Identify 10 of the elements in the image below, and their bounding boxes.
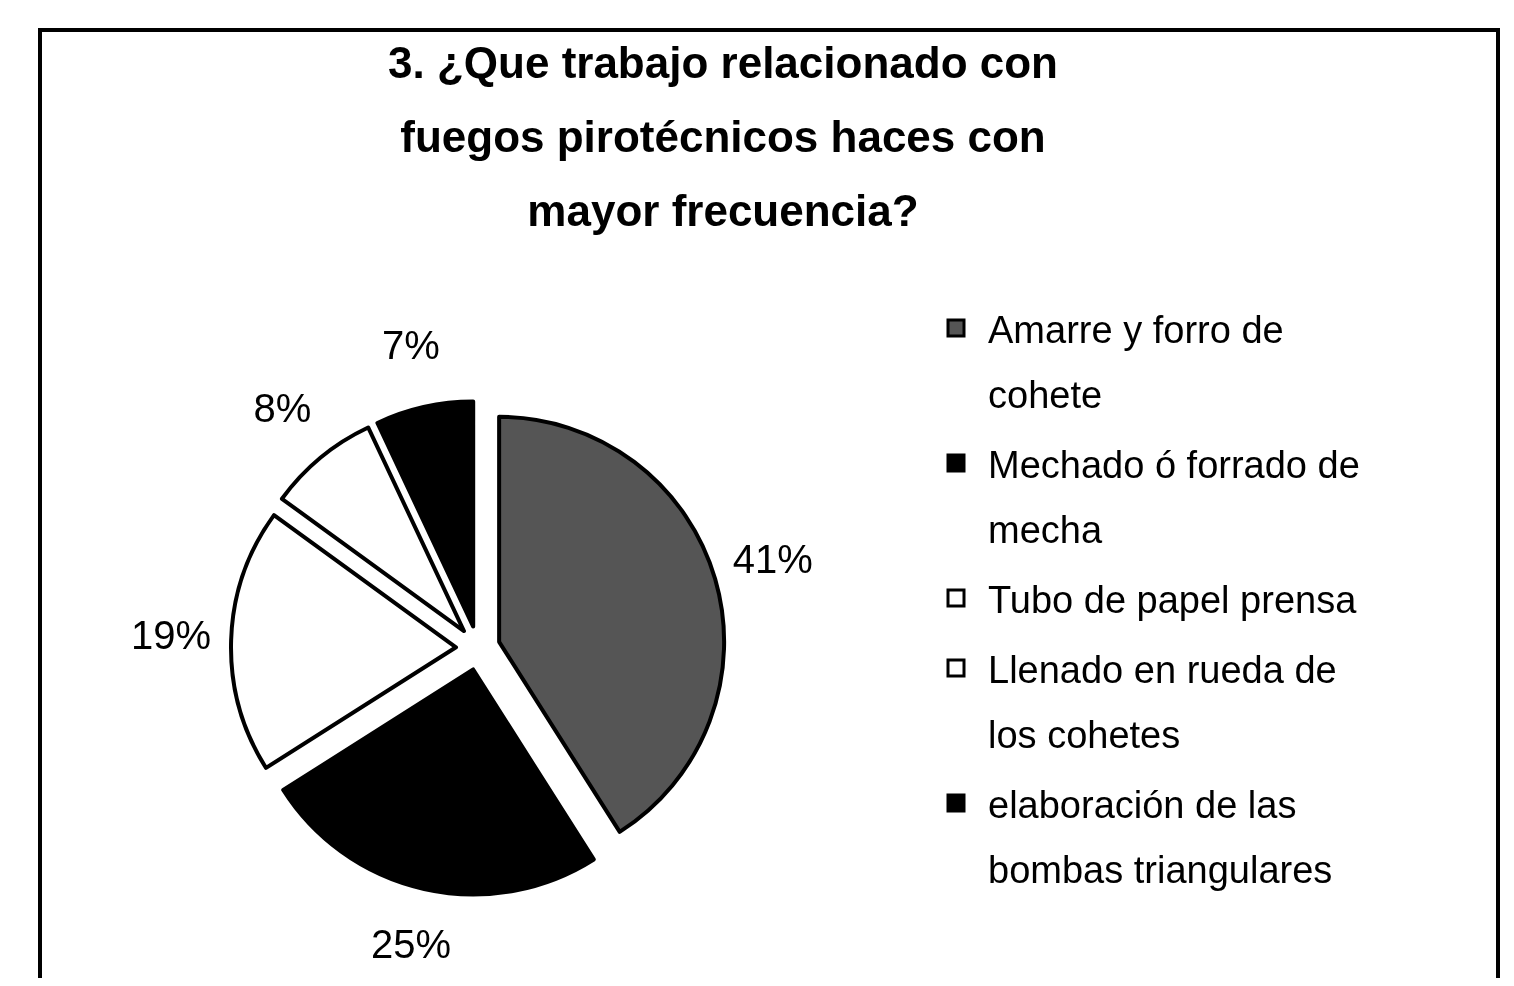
legend-label: elaboración de las bombas triangulares <box>988 784 1333 892</box>
data-label: 19% <box>131 612 212 657</box>
legend-label: Mechado ó forrado de mecha <box>988 444 1360 552</box>
data-label: 8% <box>253 386 312 431</box>
data-label: 7% <box>382 322 440 367</box>
chart-title: 3. ¿Que trabajo relacionado con fuegos pirotécnicos haces con mayor frecuencia? <box>388 38 1058 235</box>
legend-label: Tubo de papel prensa <box>988 579 1358 622</box>
legend-label: Amarre y forro de cohete <box>988 309 1284 417</box>
data-label: 41% <box>732 536 813 581</box>
data-label: 25% <box>371 922 452 967</box>
